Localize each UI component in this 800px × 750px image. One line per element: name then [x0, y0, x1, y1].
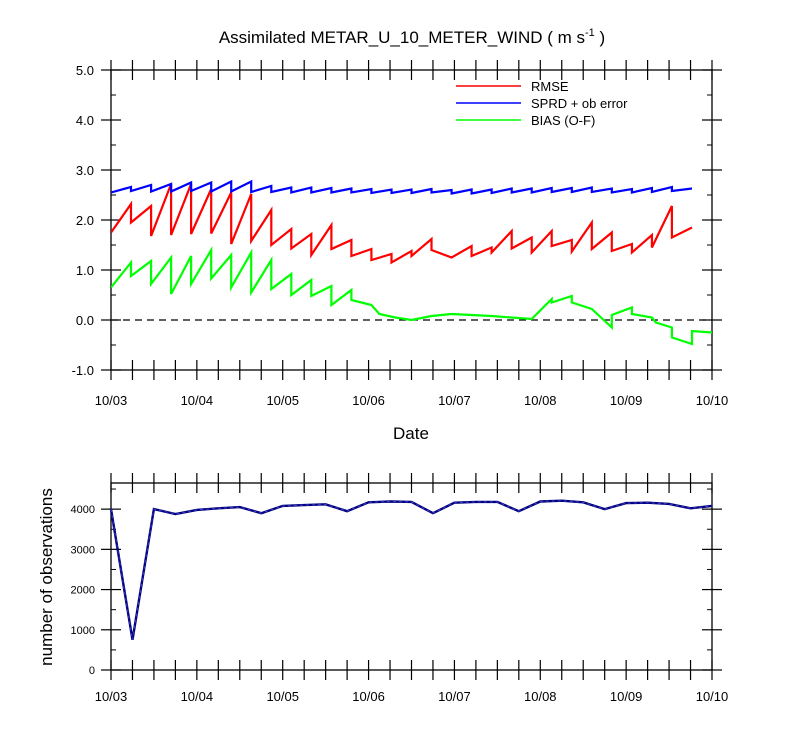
y-tick-label: 2.0 [76, 213, 94, 228]
y-tick-label: 0 [89, 665, 95, 677]
y-tick-label: -1.0 [72, 363, 94, 378]
series-line-bias-o-f- [111, 245, 712, 346]
x-tick-label: 10/09 [610, 689, 643, 704]
x-tick-label: 10/07 [438, 689, 471, 704]
x-tick-label: 10/03 [95, 393, 128, 408]
bottom-plot-frame [110, 482, 713, 671]
y-tick-label: 1.0 [76, 263, 94, 278]
top-series-group [111, 179, 712, 346]
top-panel: 5.04.03.02.01.00.0-1.0 10/03 10/04 10/05 10… [72, 60, 729, 443]
bottom-series-group [109, 499, 713, 640]
x-tick-label: 10/09 [610, 393, 643, 408]
legend-label: BIAS (O-F) [531, 113, 595, 128]
x-tick-label: 10/06 [352, 689, 385, 704]
y-tick-label: 1000 [71, 625, 95, 637]
x-tick-label: 10/04 [181, 689, 214, 704]
x-tick-label: 10/10 [696, 393, 729, 408]
legend-label: SPRD + ob error [531, 96, 628, 111]
y-tick-label: 0.0 [76, 313, 94, 328]
series-line-sprd-ob-error [111, 179, 693, 195]
bottom-y-axis: 4000 3000 2000 1000 0 [71, 488, 722, 677]
x-tick-label: 10/03 [95, 689, 128, 704]
observation-count-line [109, 499, 713, 640]
x-tick-label: 10/05 [266, 689, 299, 704]
x-tick-label: 10/08 [524, 689, 557, 704]
legend-label: RMSE [531, 79, 569, 94]
x-tick-label: 10/06 [352, 393, 385, 408]
top-plot-frame [110, 69, 713, 371]
x-tick-label: 10/04 [181, 393, 214, 408]
y-axis-title: number of observations [37, 488, 56, 666]
y-tick-label: 4000 [71, 504, 95, 516]
y-tick-label: 3.0 [76, 163, 94, 178]
y-tick-label: 3000 [71, 544, 95, 556]
legend: RMSE SPRD + ob error BIAS (O-F) [456, 79, 628, 128]
top-x-axis: 10/03 10/04 10/05 10/06 10/07 10/08 10/09 10/10 [95, 60, 729, 408]
y-tick-label: 2000 [71, 585, 95, 597]
x-tick-label: 10/08 [524, 393, 557, 408]
bottom-x-axis: 10/03 10/04 10/05 10/06 10/07 10/08 10/09 10/10 [95, 473, 729, 704]
x-axis-title: Date [393, 424, 429, 443]
chart-title: Assimilated METAR_U_10_METER_WIND ( m s-… [219, 27, 605, 47]
y-tick-label: 5.0 [76, 63, 94, 78]
series-line-rmse [111, 183, 693, 265]
x-tick-label: 10/07 [438, 393, 471, 408]
x-tick-label: 10/10 [696, 689, 729, 704]
observation-count-line-overlay [110, 500, 713, 640]
x-tick-label: 10/05 [266, 393, 299, 408]
y-tick-label: 4.0 [76, 113, 94, 128]
